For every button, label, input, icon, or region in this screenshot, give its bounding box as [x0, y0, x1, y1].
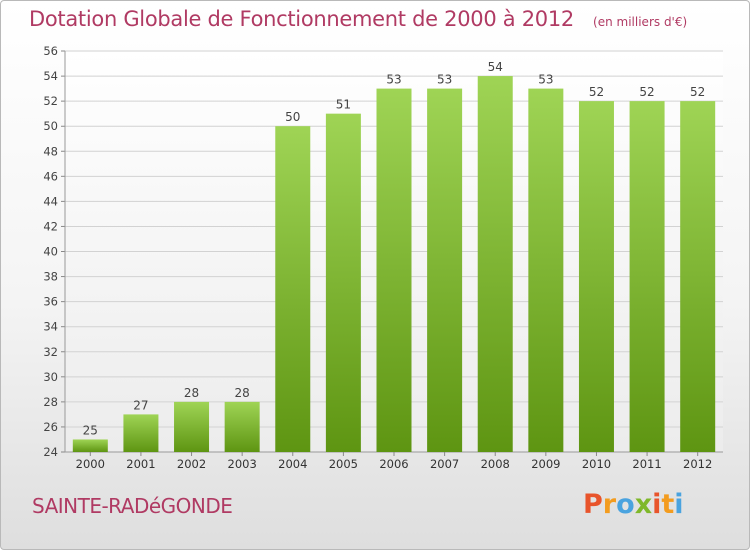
- bar: [123, 414, 159, 452]
- logo-letter: o: [616, 489, 635, 520]
- logo-letter: i: [674, 489, 684, 520]
- data-label: 52: [589, 85, 604, 99]
- data-label: 53: [386, 73, 401, 87]
- x-tick-label: 2002: [177, 457, 206, 471]
- data-label: 28: [184, 386, 199, 400]
- data-label: 53: [437, 73, 452, 87]
- chart-title: Dotation Globale de Fonctionnement de 20…: [29, 7, 687, 31]
- bar: [680, 101, 716, 452]
- x-tick-label: 2004: [278, 457, 307, 471]
- x-tick-label: 2001: [126, 457, 155, 471]
- y-tick-label: 26: [43, 420, 58, 434]
- logo-letter: r: [602, 489, 617, 520]
- x-tick-label: 2011: [632, 457, 661, 471]
- x-tick-label: 2008: [481, 457, 510, 471]
- bar: [275, 126, 311, 452]
- y-tick-label: 32: [43, 345, 58, 359]
- y-tick-label: 46: [43, 169, 58, 183]
- y-tick-label: 52: [43, 94, 58, 108]
- y-tick-label: 30: [43, 370, 58, 384]
- bar: [427, 88, 463, 452]
- data-label: 52: [639, 85, 654, 99]
- commune-name: SAINTE-RADéGONDE: [32, 494, 233, 518]
- bar: [325, 113, 361, 452]
- y-tick-label: 56: [43, 44, 58, 58]
- data-label: 28: [235, 386, 250, 400]
- bar: [578, 101, 614, 452]
- bar: [477, 76, 513, 452]
- y-tick-label: 24: [43, 445, 58, 459]
- bar: [174, 401, 210, 452]
- y-tick-label: 36: [43, 295, 58, 309]
- y-tick-label: 50: [43, 119, 58, 133]
- x-tick-label: 2009: [531, 457, 560, 471]
- y-tick-label: 42: [43, 219, 58, 233]
- logo-letter: P: [583, 489, 603, 520]
- data-label: 51: [336, 98, 351, 112]
- x-tick-label: 2003: [228, 457, 257, 471]
- bar: [72, 439, 108, 452]
- title-text: Dotation Globale de Fonctionnement de 20…: [29, 7, 574, 31]
- x-tick-label: 2007: [430, 457, 459, 471]
- data-label: 53: [538, 73, 553, 87]
- x-tick-label: 2000: [76, 457, 105, 471]
- x-tick-label: 2005: [329, 457, 358, 471]
- x-tick-label: 2012: [683, 457, 712, 471]
- y-tick-label: 38: [43, 270, 58, 284]
- bar: [376, 88, 412, 452]
- logo-letter: i: [652, 489, 662, 520]
- data-label: 27: [133, 398, 148, 412]
- unit-label: (en milliers d'€): [593, 15, 688, 29]
- data-label: 25: [83, 423, 98, 437]
- bar: [224, 401, 260, 452]
- x-tick-label: 2006: [379, 457, 408, 471]
- y-tick-label: 40: [43, 245, 58, 259]
- data-label: 50: [285, 110, 300, 124]
- logo-letter: x: [634, 489, 653, 520]
- y-tick-label: 34: [43, 320, 58, 334]
- bar: [528, 88, 564, 452]
- data-label: 54: [488, 60, 503, 74]
- y-tick-label: 54: [43, 69, 58, 83]
- proxiti-logo: Proxiti: [583, 489, 684, 520]
- bar: [629, 101, 665, 452]
- y-tick-label: 28: [43, 395, 58, 409]
- y-tick-label: 48: [43, 144, 58, 158]
- logo-letter: t: [661, 489, 675, 520]
- data-label: 52: [690, 85, 705, 99]
- x-tick-label: 2010: [582, 457, 611, 471]
- y-tick-label: 44: [43, 194, 58, 208]
